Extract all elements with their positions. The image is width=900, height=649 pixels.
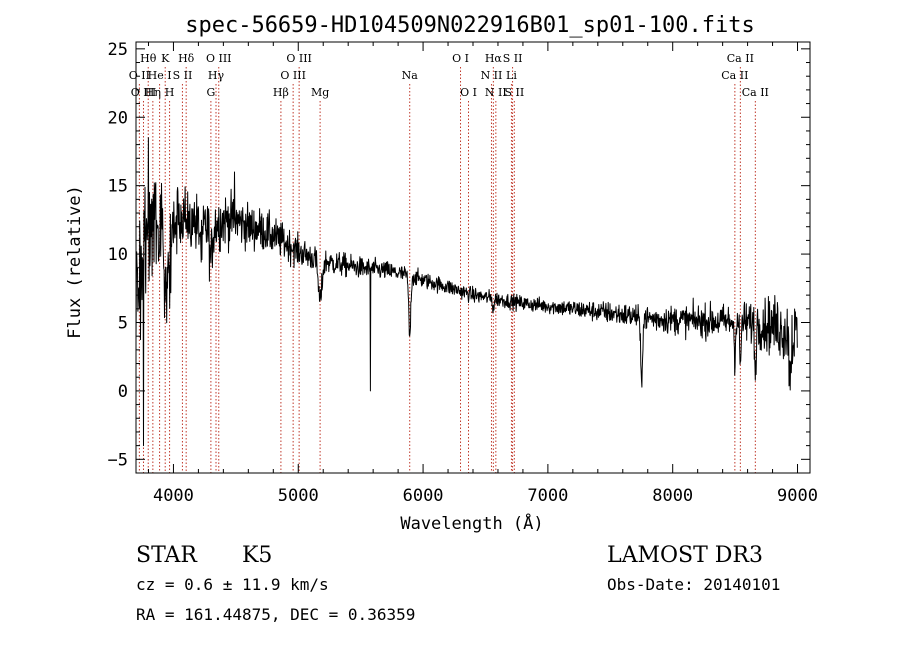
line-label: Ca II (727, 52, 754, 65)
line-label: O III (280, 69, 306, 82)
y-tick-label: 5 (118, 313, 128, 333)
x-axis-label: Wavelength (Å) (400, 512, 543, 534)
x-tick-label: 9000 (777, 486, 818, 506)
y-tick-label: 20 (108, 108, 128, 128)
line-label: O II (129, 69, 150, 82)
line-label: Hθ (140, 52, 157, 65)
spectrum-line (135, 137, 798, 447)
line-label: Li (506, 69, 517, 82)
survey-name: LAMOST DR3 (607, 543, 763, 568)
line-label: Hη (145, 86, 161, 99)
line-label: K (161, 52, 170, 65)
line-label: O I (460, 86, 477, 99)
line-label: N II (481, 69, 503, 82)
y-axis-label: Flux (relative) (65, 185, 85, 339)
line-label: Na (402, 69, 419, 82)
x-axis: 4000 5000 6000 7000 8000 9000 (147, 42, 818, 506)
line-label: Ca II (721, 69, 748, 82)
x-tick-label: 4000 (153, 486, 194, 506)
x-tick-label: 7000 (527, 486, 568, 506)
line-label: Hδ (178, 52, 195, 65)
line-label: O III (206, 52, 232, 65)
redshift-text: cz = 0.6 ± 11.9 km/s (136, 575, 329, 594)
y-axis: −5 0 5 10 15 20 25 (108, 40, 810, 470)
line-label: O III (286, 52, 312, 65)
line-label: S II (173, 69, 193, 82)
line-label: O I (452, 52, 469, 65)
line-label: H (165, 86, 175, 99)
x-tick-label: 8000 (652, 486, 693, 506)
y-tick-label: 10 (108, 245, 128, 265)
y-tick-label: −5 (108, 450, 128, 470)
line-label: Hβ (273, 86, 289, 99)
line-label: S II (504, 86, 524, 99)
x-tick-label: 5000 (278, 486, 319, 506)
info-panel: STAR K5 cz = 0.6 ± 11.9 km/s RA = 161.44… (136, 543, 780, 624)
line-label: N II (485, 86, 507, 99)
object-subclass: K5 (242, 543, 272, 568)
object-class: STAR (136, 543, 198, 568)
y-tick-label: 25 (108, 40, 128, 60)
chart-title: spec-56659-HD104509N022916B01_sp01-100.f… (185, 13, 755, 38)
y-tick-label: 15 (108, 177, 128, 197)
line-label: G (206, 86, 215, 99)
y-tick-label: 0 (118, 382, 128, 402)
line-labels: O II O III Hθ Hη He I K H S II Hδ G Hγ O III Hβ O III… (129, 52, 769, 99)
line-label: Hγ (208, 69, 225, 82)
line-label: Mg (311, 86, 329, 99)
coords-text: RA = 161.44875, DEC = 0.36359 (136, 605, 415, 624)
x-tick-label: 6000 (403, 486, 444, 506)
line-label: S II (503, 52, 523, 65)
obs-date: Obs-Date: 20140101 (607, 575, 780, 594)
line-label: O III (131, 86, 157, 99)
line-label: Ca II (742, 86, 769, 99)
line-label: Hα (485, 52, 503, 65)
line-label: He I (148, 69, 172, 82)
